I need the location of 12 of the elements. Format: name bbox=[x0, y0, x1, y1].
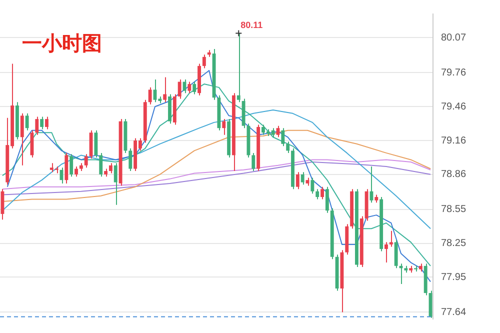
y-tick-label: 77.95 bbox=[440, 272, 466, 283]
y-tick-label: 79.46 bbox=[440, 101, 466, 112]
y-tick-label: 78.25 bbox=[440, 238, 466, 250]
y-tick-label: 78.55 bbox=[440, 204, 466, 216]
text: 一小时图 bbox=[22, 30, 102, 57]
candlestick bbox=[414, 265, 418, 272]
annotation: 80.11 bbox=[240, 20, 263, 30]
y-tick-label: 80.07 bbox=[440, 32, 466, 44]
y-tick-label: 79.16 bbox=[440, 135, 466, 146]
y-tick-label: 77.64 bbox=[440, 306, 466, 318]
y-tick-label: 79.76 bbox=[440, 67, 466, 78]
y-tick-label: 78.86 bbox=[440, 169, 466, 180]
